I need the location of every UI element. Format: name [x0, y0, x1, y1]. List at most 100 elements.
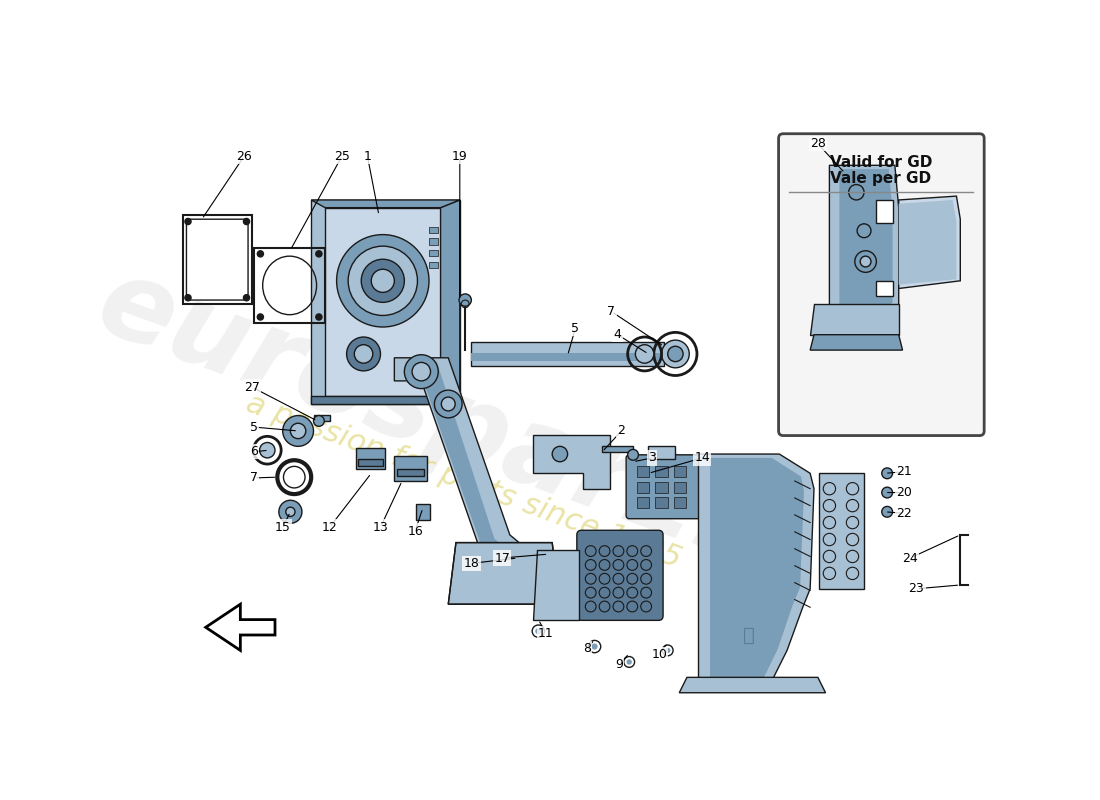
- Circle shape: [185, 218, 191, 225]
- Circle shape: [278, 500, 301, 523]
- Text: 1: 1: [363, 150, 372, 162]
- Circle shape: [290, 423, 306, 438]
- Circle shape: [185, 294, 191, 301]
- Bar: [314, 414, 330, 421]
- Bar: [416, 504, 430, 519]
- Text: 4: 4: [614, 328, 622, 341]
- Circle shape: [361, 259, 405, 302]
- Circle shape: [316, 250, 322, 257]
- Bar: [254, 248, 326, 323]
- Polygon shape: [820, 474, 865, 589]
- Bar: [637, 497, 649, 508]
- Text: 6: 6: [251, 446, 258, 458]
- Text: 20: 20: [896, 486, 912, 499]
- Bar: [397, 469, 425, 476]
- Polygon shape: [534, 550, 580, 619]
- Circle shape: [666, 648, 670, 653]
- Bar: [356, 448, 385, 470]
- Text: 13: 13: [373, 521, 388, 534]
- Bar: [674, 497, 686, 508]
- FancyBboxPatch shape: [626, 455, 702, 518]
- Text: 7: 7: [607, 305, 616, 318]
- Polygon shape: [311, 200, 460, 208]
- Bar: [429, 238, 438, 245]
- Text: 25: 25: [334, 150, 350, 162]
- Circle shape: [636, 345, 653, 363]
- Circle shape: [882, 506, 892, 517]
- Polygon shape: [440, 200, 460, 404]
- Text: a passion for parts since 1985: a passion for parts since 1985: [242, 389, 685, 574]
- Polygon shape: [311, 396, 460, 404]
- Polygon shape: [311, 200, 460, 404]
- Circle shape: [592, 643, 597, 650]
- Text: 9: 9: [615, 658, 623, 670]
- Polygon shape: [899, 196, 960, 289]
- Polygon shape: [449, 542, 560, 604]
- Circle shape: [286, 507, 295, 517]
- Text: 14: 14: [694, 451, 711, 464]
- Polygon shape: [406, 362, 517, 575]
- Polygon shape: [810, 334, 902, 350]
- Polygon shape: [711, 458, 804, 678]
- Text: 19: 19: [452, 150, 468, 162]
- Text: 28: 28: [810, 138, 826, 150]
- Text: Valid for GD: Valid for GD: [829, 155, 932, 170]
- Bar: [429, 250, 438, 256]
- Text: 7: 7: [250, 471, 258, 485]
- Circle shape: [348, 246, 418, 315]
- Circle shape: [316, 314, 322, 320]
- Circle shape: [257, 314, 264, 320]
- Text: 12: 12: [322, 521, 338, 534]
- Bar: [472, 342, 664, 366]
- Polygon shape: [829, 166, 899, 315]
- Text: 18: 18: [463, 557, 480, 570]
- Circle shape: [661, 340, 690, 368]
- Bar: [876, 200, 892, 223]
- Polygon shape: [534, 435, 609, 489]
- Text: eurosparEs: eurosparEs: [85, 249, 781, 590]
- Bar: [656, 466, 668, 477]
- Text: 15: 15: [275, 521, 290, 534]
- Circle shape: [412, 362, 430, 381]
- Circle shape: [860, 256, 871, 267]
- Circle shape: [314, 415, 324, 426]
- Circle shape: [552, 446, 568, 462]
- Text: 24: 24: [902, 551, 918, 565]
- FancyBboxPatch shape: [576, 530, 663, 620]
- Text: 22: 22: [896, 507, 912, 520]
- Bar: [637, 466, 649, 477]
- Polygon shape: [680, 678, 825, 693]
- Bar: [395, 456, 427, 481]
- Text: 5: 5: [250, 421, 258, 434]
- Circle shape: [434, 390, 462, 418]
- Bar: [656, 482, 668, 493]
- Bar: [429, 227, 438, 233]
- Polygon shape: [810, 304, 899, 334]
- Text: Vale per GD: Vale per GD: [830, 171, 932, 186]
- Text: 11: 11: [538, 627, 554, 640]
- Text: 2: 2: [617, 425, 626, 438]
- Text: 8: 8: [583, 642, 591, 655]
- Polygon shape: [326, 208, 440, 396]
- Polygon shape: [899, 200, 957, 285]
- Text: 3: 3: [648, 451, 657, 464]
- Bar: [656, 497, 668, 508]
- Bar: [637, 482, 649, 493]
- Circle shape: [260, 442, 275, 458]
- Polygon shape: [395, 358, 534, 578]
- Circle shape: [354, 345, 373, 363]
- Circle shape: [882, 487, 892, 498]
- Circle shape: [283, 415, 313, 446]
- Circle shape: [346, 337, 381, 371]
- Circle shape: [257, 250, 264, 257]
- Circle shape: [441, 397, 455, 411]
- Circle shape: [243, 294, 250, 301]
- Bar: [183, 215, 252, 304]
- Circle shape: [627, 659, 631, 665]
- Polygon shape: [698, 454, 814, 682]
- Text: 23: 23: [909, 582, 924, 595]
- Bar: [649, 446, 675, 459]
- Text: 10: 10: [651, 648, 668, 661]
- Bar: [472, 353, 664, 361]
- Circle shape: [536, 628, 541, 634]
